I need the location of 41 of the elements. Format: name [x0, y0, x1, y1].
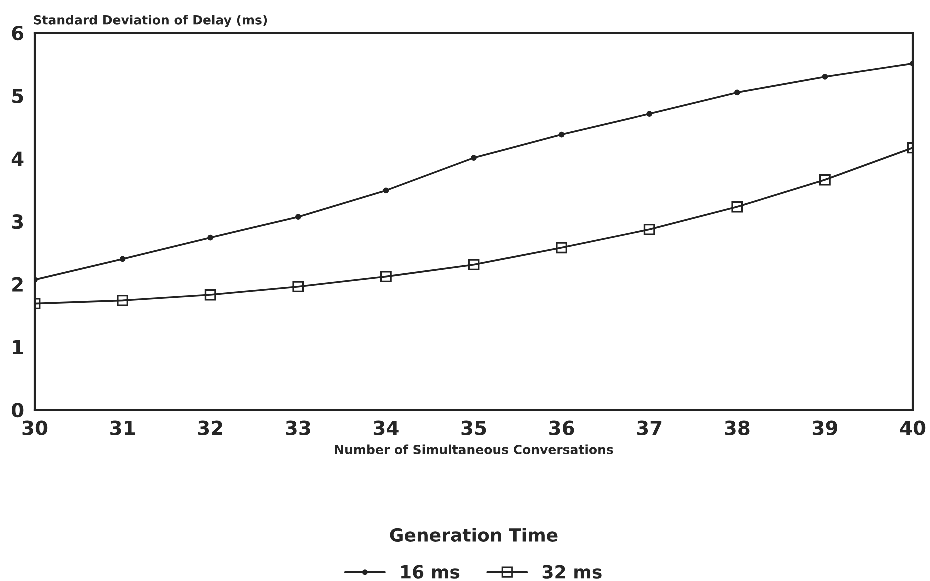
- point: [734, 90, 740, 96]
- x-tick-label: 36: [550, 420, 574, 436]
- x-tick-label: 37: [637, 420, 662, 436]
- y-tick-label: 4: [12, 152, 24, 166]
- x-tick-label: 33: [286, 420, 310, 436]
- point: [558, 132, 565, 138]
- point: [380, 271, 392, 282]
- point: [556, 242, 568, 254]
- y-tick-label: 2: [12, 277, 23, 292]
- point: [208, 234, 214, 241]
- point: [292, 281, 304, 293]
- point: [732, 201, 744, 213]
- point: [383, 188, 390, 194]
- x-tick-label: 38: [725, 420, 750, 436]
- point: [646, 111, 653, 117]
- point: [117, 294, 128, 306]
- y-tick-label: 1: [13, 340, 24, 355]
- point: [644, 224, 656, 236]
- point: [820, 174, 831, 186]
- y-tick-label: 0: [12, 402, 24, 418]
- y-tick-label: 5: [12, 89, 24, 104]
- x-tick-label: 35: [462, 420, 486, 436]
- point: [295, 214, 302, 220]
- point: [120, 256, 126, 262]
- x-tick-label: 30: [22, 420, 48, 436]
- point: [822, 74, 828, 80]
- point: [471, 155, 477, 161]
- legend-label: 32 ms: [542, 565, 602, 579]
- x-tick-label: 32: [198, 420, 222, 436]
- x-axis-title: Number of Simultaneous Conversations: [335, 444, 614, 454]
- y-tick-label: 3: [12, 214, 24, 230]
- x-tick-label: 34: [374, 420, 399, 436]
- legend-label: 16 ms: [402, 565, 460, 579]
- y-tick-label: 6: [12, 26, 24, 41]
- legend-title: Generation Time: [390, 528, 558, 542]
- point: [204, 289, 216, 301]
- x-tick-label: 40: [900, 420, 926, 436]
- y-axis-title: Standard Deviation of Delay (ms): [34, 15, 268, 28]
- x-tick-label: 39: [812, 420, 838, 436]
- point: [468, 259, 480, 271]
- x-tick-label: 31: [110, 420, 135, 436]
